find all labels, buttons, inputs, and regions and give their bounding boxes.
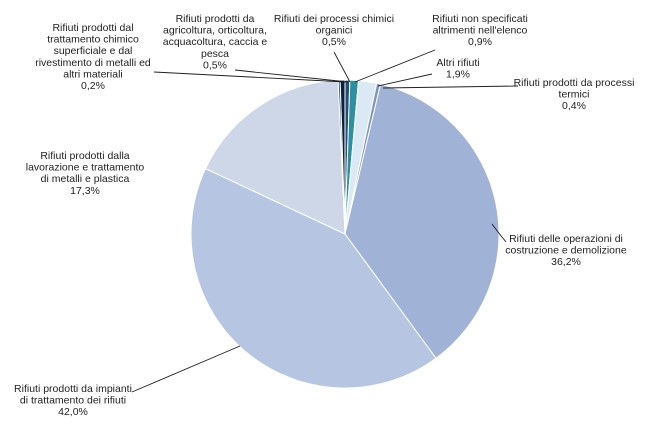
slice-category-label: acquacoltura, caccia e bbox=[163, 36, 268, 48]
slice-value-label: 42,0% bbox=[58, 406, 88, 418]
slice-label: Rifiuti non specificati altrimenti nell'e… bbox=[432, 13, 528, 48]
pie-slice bbox=[339, 79, 346, 235]
slice-label: Rifiuti prodotti da agricoltura, orticolt… bbox=[163, 13, 268, 71]
slice-category-label: Rifiuti prodotti da impianti bbox=[14, 383, 132, 395]
slice-label: Rifiuti dei processi chimici organici 0,5% bbox=[274, 13, 394, 48]
slice-category-label: Altri rifiuti bbox=[436, 57, 479, 69]
pie-slice bbox=[190, 167, 437, 389]
slice-value-label: 0,5% bbox=[322, 36, 346, 48]
slice-category-label: organici bbox=[316, 25, 353, 37]
leader-line bbox=[234, 69, 349, 83]
slice-category-label: Rifiuti prodotti da bbox=[176, 13, 255, 25]
slice-category-label: Rifiuti prodotti dalla bbox=[40, 150, 129, 162]
pie-slices bbox=[190, 79, 500, 389]
slice-category-label: Rifiuti delle operazioni di bbox=[509, 233, 623, 245]
leader-line bbox=[153, 71, 347, 83]
slice-value-label: 0,5% bbox=[203, 59, 227, 71]
slice-category-label: di metalli e plastica bbox=[41, 173, 130, 185]
slice-category-label: altrimenti nell'elenco bbox=[433, 25, 528, 37]
slice-value-label: 0,2% bbox=[81, 80, 105, 92]
pie-slice bbox=[344, 83, 500, 359]
slice-value-label: 0,4% bbox=[562, 100, 586, 112]
leader-line bbox=[377, 73, 433, 87]
slice-category-label: Rifiuti prodotti dal bbox=[52, 22, 133, 34]
leader-line bbox=[491, 223, 507, 243]
slice-category-label: lavorazione e trattamento bbox=[26, 162, 145, 174]
slice-category-label: pesca bbox=[201, 48, 229, 60]
pie-slice bbox=[204, 79, 346, 235]
slice-label: Rifiuti prodotti da processi termici 0,4% bbox=[514, 77, 635, 112]
slice-category-label: termici bbox=[559, 89, 590, 101]
slice-label: Rifiuti prodotti dalla lavorazione e trat… bbox=[26, 150, 145, 197]
slice-value-label: 1,9% bbox=[446, 69, 470, 81]
slice-category-label: Rifiuti prodotti da processi bbox=[514, 77, 635, 89]
slice-label: Altri rifiuti 1,9% bbox=[436, 57, 479, 81]
leader-lines bbox=[131, 49, 519, 393]
slice-label: Rifiuti delle operazioni di costruzione e… bbox=[505, 233, 627, 268]
slice-value-label: 0,9% bbox=[468, 36, 492, 48]
slice-category-label: altri materiali bbox=[63, 68, 123, 80]
slice-category-label: di trattamento dei rifiuti bbox=[20, 395, 126, 407]
slice-category-label: Rifiuti non specificati bbox=[432, 13, 528, 25]
slice-category-label: Rifiuti dei processi chimici bbox=[274, 13, 394, 25]
slice-label: Rifiuti prodotti dal trattamento chimico s… bbox=[35, 22, 151, 92]
slice-value-label: 36,2% bbox=[551, 256, 581, 268]
slice-label: Rifiuti prodotti da impianti di trattamen… bbox=[14, 383, 132, 418]
leader-line bbox=[131, 345, 241, 393]
leader-line bbox=[354, 49, 436, 83]
leader-line bbox=[333, 51, 351, 83]
slice-category-label: superficiale e dal bbox=[54, 45, 133, 57]
slice-category-label: trattamento chimico bbox=[47, 34, 139, 46]
slice-category-label: rivestimento di metalli ed bbox=[35, 57, 151, 69]
slice-value-label: 17,3% bbox=[70, 185, 100, 197]
slice-category-label: costruzione e demolizione bbox=[505, 245, 627, 257]
leader-line bbox=[382, 85, 519, 89]
slice-category-label: agricoltura, orticoltura, bbox=[163, 25, 267, 37]
slice-labels: Rifiuti dei processi chimici organici 0,5%… bbox=[14, 13, 634, 418]
